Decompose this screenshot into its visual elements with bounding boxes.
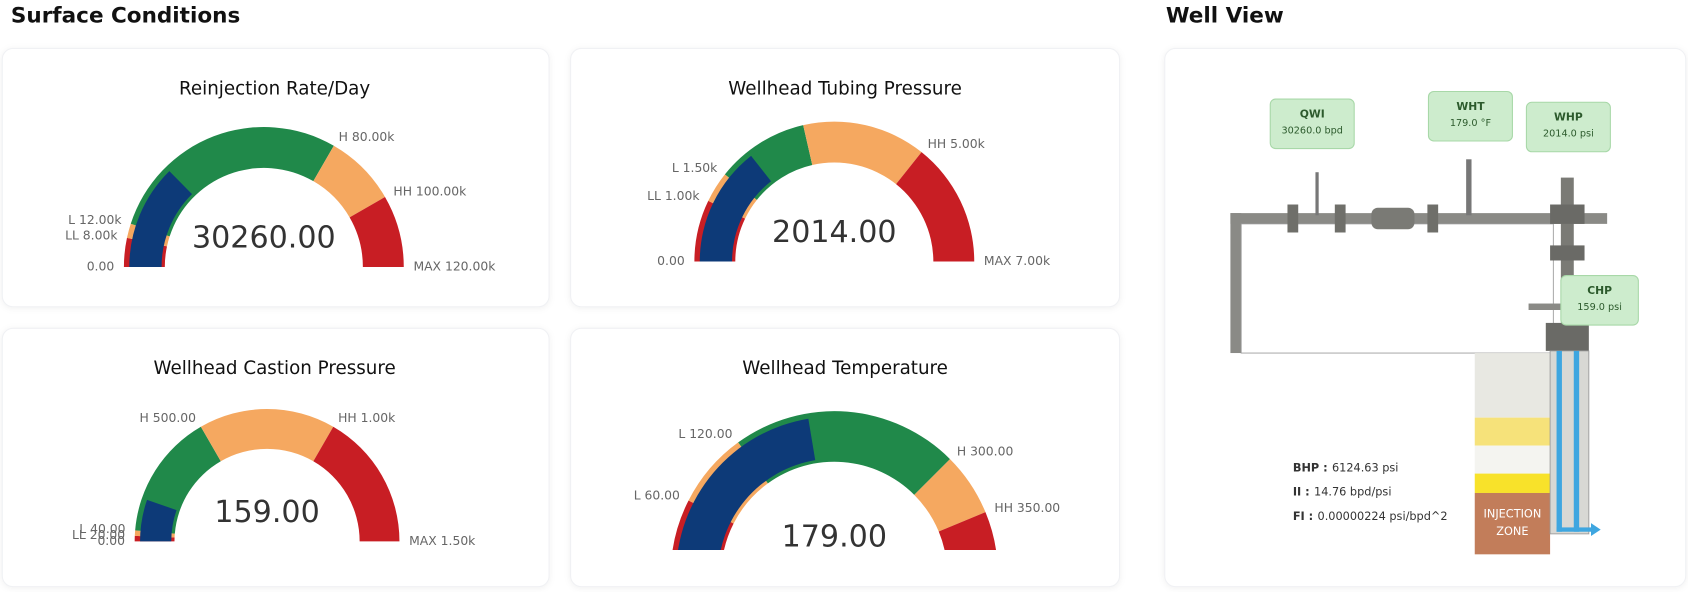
- gauge-band: [896, 152, 975, 262]
- pipe: [1230, 213, 1608, 224]
- gauge-threshold-label: L 60.00: [634, 489, 680, 503]
- gauge-threshold-label: 0.00: [87, 259, 115, 273]
- gauge-value: 30260.00: [192, 220, 336, 255]
- gauge-band: [803, 121, 922, 185]
- gauge-value-bar: [699, 155, 772, 262]
- stat-value: 14.76 bpd/psi: [1314, 486, 1391, 499]
- gauge-threshold-label: H 300.00: [957, 445, 1014, 459]
- tag-box: [1560, 275, 1639, 326]
- gauge-title: Reinjection Rate/Day: [179, 78, 370, 99]
- tubing: [1556, 350, 1562, 532]
- tag-value: 2014.0 psi: [1543, 129, 1594, 140]
- gauge-value: 159.00: [214, 495, 319, 530]
- gauge-threshold-label: HH 5.00k: [928, 137, 986, 151]
- sensor: [1315, 172, 1319, 216]
- tag-name: WHT: [1456, 100, 1485, 113]
- tag-value: 159.0 psi: [1577, 302, 1622, 313]
- zone-label: INJECTION: [1484, 508, 1542, 521]
- tag-name: CHP: [1587, 284, 1612, 297]
- tag-name: WHP: [1554, 111, 1583, 124]
- tag-value: 179.0 °F: [1450, 118, 1491, 129]
- gauge: 2014.00: [694, 121, 975, 262]
- tag-box: [1427, 90, 1513, 142]
- wellhead: [1550, 204, 1585, 224]
- valve: [1371, 207, 1415, 230]
- gauge-value-bar: [678, 418, 816, 551]
- gauge-threshold-label: MAX 1.50k: [409, 534, 476, 548]
- gauge-threshold-label: LL 8.00k: [65, 228, 118, 242]
- gauge-threshold-label: HH 100.00k: [393, 185, 467, 199]
- gauge: 30260.00: [123, 127, 404, 267]
- gauge-threshold-label: L 40.00: [79, 522, 125, 536]
- tag-box: [1525, 101, 1611, 153]
- gauge-threshold-label: H 80.00k: [339, 130, 396, 144]
- gauge-title: Wellhead Tubing Pressure: [728, 78, 962, 99]
- stratum: [1474, 445, 1551, 474]
- wellhead: [1550, 245, 1585, 261]
- flow: [1556, 527, 1591, 532]
- gauge-band: [313, 426, 400, 542]
- gauge-band: [938, 512, 996, 551]
- valve: [1427, 204, 1439, 233]
- gauges: 30260.00 2014.00 159.00 179.00: [123, 121, 996, 555]
- gauge-value: 179.00: [782, 520, 887, 555]
- gauge-threshold-label: L 1.50k: [672, 161, 718, 175]
- gauge-title: Wellhead Castion Pressure: [153, 358, 395, 379]
- gauge-threshold-label: HH 350.00: [994, 501, 1060, 515]
- tag-name: QWI: [1300, 107, 1325, 120]
- stratum: [1474, 417, 1551, 446]
- gauge: 159.00: [134, 409, 400, 542]
- tag-value: 30260.0 bpd: [1281, 125, 1343, 136]
- well-diagram: QWI 30260.0 bpd WHT 179.0 °F WHP 2014.0 psi CH…: [1230, 90, 1639, 555]
- gauge-threshold-label: MAX 7.00k: [984, 254, 1051, 268]
- stat-value: 6124.63 psi: [1332, 461, 1399, 474]
- gauge-value: 2014.00: [772, 215, 897, 250]
- wellhead: [1545, 322, 1589, 351]
- stat-name: BHP :: [1293, 461, 1328, 474]
- gauge-threshold-label: 0.00: [657, 254, 685, 268]
- gauge-threshold-label: H 500.00: [140, 411, 197, 425]
- pipe: [1528, 303, 1561, 310]
- stat-value: 0.00000224 psi/bpd^2: [1318, 510, 1448, 523]
- zone-label: ZONE: [1496, 525, 1528, 538]
- gauge-title: Wellhead Temperature: [742, 358, 948, 379]
- ground-block: [1240, 223, 1554, 354]
- gauge-threshold-label: 0.00: [97, 534, 125, 548]
- gauge-band: [130, 127, 334, 237]
- pipe: [1230, 213, 1242, 354]
- casing: [1549, 350, 1590, 535]
- valve: [1287, 204, 1299, 233]
- valve: [1334, 204, 1346, 233]
- tubing: [1573, 350, 1580, 532]
- stat-name: II :: [1293, 486, 1310, 499]
- injection-zone: [1474, 492, 1551, 555]
- section-title: Surface Conditions: [11, 4, 240, 29]
- gauge-band: [914, 459, 986, 532]
- gauge-threshold-label: L 12.00k: [68, 213, 122, 227]
- sensor: [1466, 159, 1472, 216]
- gauge-threshold-label: MAX 120.00k: [413, 259, 496, 273]
- gauge-threshold-label: HH 1.00k: [338, 411, 396, 425]
- stratum: [1474, 473, 1551, 493]
- gauge-value-bar: [140, 499, 177, 542]
- stat-name: FI :: [1293, 510, 1313, 523]
- section-title: Well View: [1166, 4, 1284, 29]
- gauge-value-bar: [129, 171, 193, 267]
- gauge-threshold-label: LL 20.00: [72, 528, 125, 542]
- tag-box: [1269, 98, 1355, 150]
- gauge-threshold-label: L 120.00: [678, 427, 732, 441]
- gauge-band: [200, 409, 334, 462]
- stratum: [1474, 353, 1551, 418]
- gauge-band: [313, 145, 386, 218]
- gauge-band: [349, 196, 404, 267]
- gauge: 179.00: [672, 411, 996, 555]
- flow-arrow: [1590, 523, 1601, 537]
- gauge-threshold-label: LL 1.00k: [647, 189, 700, 203]
